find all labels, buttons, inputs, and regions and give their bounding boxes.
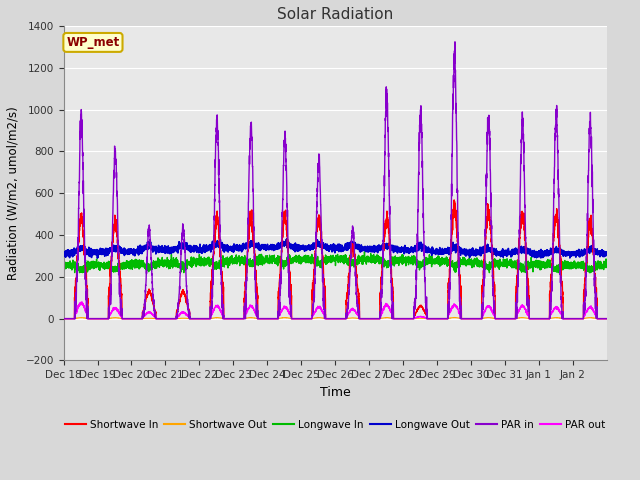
Text: WP_met: WP_met [67,36,120,49]
Title: Solar Radiation: Solar Radiation [277,7,393,22]
Y-axis label: Radiation (W/m2, umol/m2/s): Radiation (W/m2, umol/m2/s) [7,106,20,280]
X-axis label: Time: Time [320,386,351,399]
Legend: Shortwave In, Shortwave Out, Longwave In, Longwave Out, PAR in, PAR out: Shortwave In, Shortwave Out, Longwave In… [61,416,609,434]
